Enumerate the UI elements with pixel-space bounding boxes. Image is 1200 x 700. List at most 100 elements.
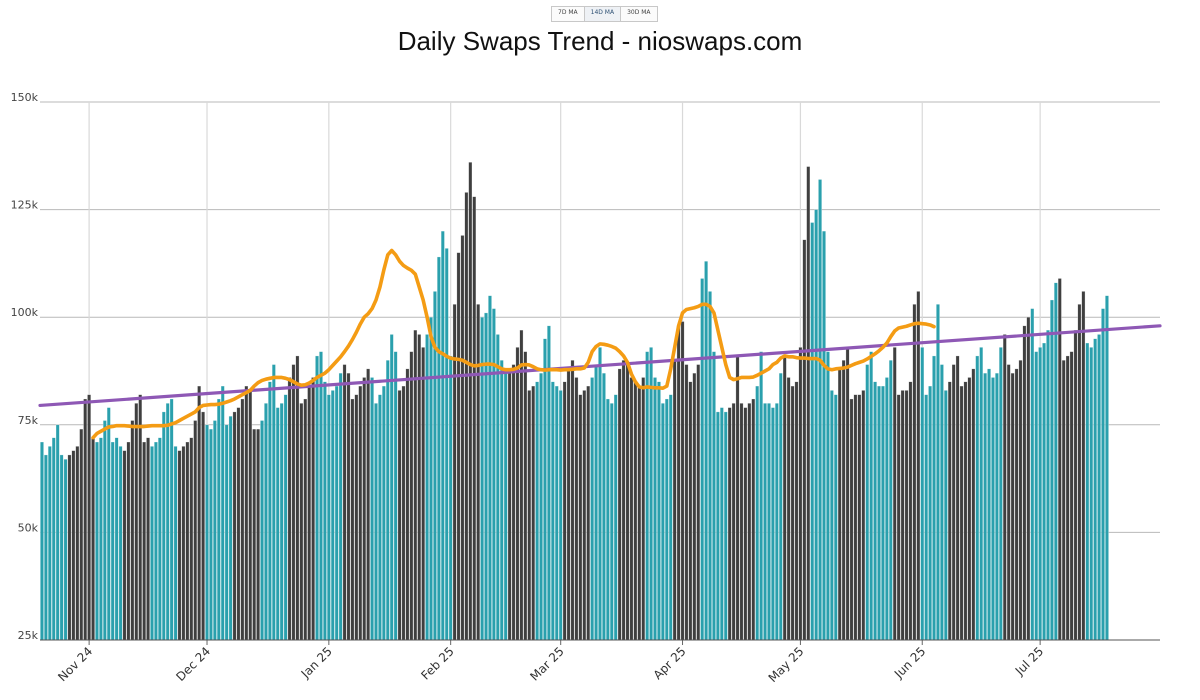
daily-swaps-bar bbox=[334, 385, 339, 641]
daily-swaps-bar bbox=[523, 351, 528, 641]
daily-swaps-bar bbox=[818, 179, 822, 641]
daily-swaps-bar bbox=[657, 381, 661, 641]
daily-swaps-bar bbox=[994, 372, 999, 641]
daily-swaps-bar bbox=[963, 381, 968, 641]
daily-swaps-bar bbox=[63, 458, 68, 641]
bar-series bbox=[40, 162, 1109, 641]
daily-swaps-bar bbox=[605, 398, 610, 641]
daily-swaps-bar bbox=[727, 407, 732, 641]
daily-swaps-bar bbox=[240, 398, 245, 641]
daily-swaps-bar bbox=[578, 394, 583, 641]
daily-swaps-bar bbox=[975, 355, 980, 641]
daily-swaps-bar bbox=[594, 364, 598, 641]
daily-swaps-bar bbox=[185, 441, 190, 641]
daily-swaps-bar bbox=[409, 351, 414, 641]
daily-swaps-bar bbox=[951, 364, 956, 641]
daily-swaps-bar bbox=[224, 424, 229, 641]
daily-swaps-bar bbox=[205, 424, 209, 641]
daily-swaps-bar bbox=[146, 437, 150, 641]
y-tick-label: 25k bbox=[18, 629, 39, 642]
daily-swaps-bar bbox=[774, 403, 779, 641]
daily-swaps-bar bbox=[98, 437, 103, 641]
daily-swaps-bar bbox=[798, 347, 803, 641]
daily-swaps-bar bbox=[1077, 304, 1082, 641]
daily-swaps-bar bbox=[515, 347, 520, 641]
daily-swaps-bar bbox=[503, 372, 508, 641]
daily-swaps-bar bbox=[598, 347, 602, 641]
daily-swaps-bar bbox=[613, 394, 618, 641]
daily-swaps-bar bbox=[1010, 372, 1015, 641]
daily-swaps-bar bbox=[110, 441, 115, 641]
daily-swaps-bar bbox=[43, 454, 48, 641]
daily-swaps-bar bbox=[967, 377, 972, 641]
daily-swaps-bar bbox=[468, 162, 473, 641]
daily-swaps-bar bbox=[378, 394, 382, 641]
daily-swaps-bar bbox=[87, 394, 92, 641]
daily-swaps-bar bbox=[822, 230, 826, 641]
daily-swaps-bar bbox=[460, 235, 465, 641]
x-tick-label: Apr 25 bbox=[651, 644, 689, 682]
daily-swaps-bar bbox=[267, 381, 272, 641]
daily-swaps-bar bbox=[491, 308, 496, 641]
daily-swaps-bar bbox=[531, 385, 536, 641]
daily-swaps-bar bbox=[362, 377, 367, 641]
daily-swaps-bar bbox=[71, 450, 76, 641]
daily-swaps-bar bbox=[920, 347, 925, 641]
ma-30d-button[interactable]: 30D MA bbox=[620, 6, 658, 22]
daily-swaps-bar bbox=[102, 420, 107, 641]
daily-swaps-bar bbox=[700, 278, 705, 641]
daily-swaps-bar bbox=[421, 347, 426, 641]
daily-swaps-bar bbox=[715, 411, 720, 641]
daily-swaps-bar bbox=[719, 407, 724, 641]
daily-swaps-bar bbox=[617, 368, 622, 641]
daily-swaps-bar bbox=[264, 403, 268, 641]
daily-swaps-bar bbox=[236, 407, 241, 641]
daily-swaps-bar bbox=[712, 351, 716, 641]
daily-swaps-bar bbox=[546, 325, 551, 641]
daily-swaps-bar bbox=[1014, 368, 1019, 641]
daily-swaps-bar bbox=[181, 446, 186, 641]
daily-swaps-bar bbox=[370, 377, 374, 641]
daily-swaps-bar bbox=[401, 385, 406, 641]
daily-swaps-bar bbox=[896, 394, 901, 641]
daily-swaps-bar bbox=[134, 403, 139, 641]
daily-swaps-bar bbox=[1022, 325, 1027, 641]
daily-swaps-bar bbox=[767, 403, 771, 641]
daily-swaps-bar bbox=[723, 411, 728, 641]
y-tick-label: 75k bbox=[18, 414, 39, 427]
daily-swaps-bar bbox=[315, 355, 319, 641]
daily-swaps-bar bbox=[201, 411, 206, 641]
y-tick-label: 100k bbox=[11, 306, 39, 319]
daily-swaps-bar bbox=[955, 355, 960, 641]
daily-swaps-bar bbox=[252, 428, 257, 641]
chart-title: Daily Swaps Trend - nioswaps.com bbox=[397, 26, 803, 56]
daily-swaps-bar bbox=[570, 359, 575, 641]
daily-swaps-bar bbox=[405, 368, 410, 641]
daily-swaps-bar bbox=[374, 403, 378, 641]
daily-swaps-bar bbox=[358, 385, 363, 641]
daily-swaps-bar bbox=[256, 428, 261, 641]
daily-swaps-bar bbox=[881, 385, 885, 641]
daily-swaps-bar bbox=[354, 394, 359, 641]
daily-swaps-bar bbox=[95, 441, 99, 641]
daily-swaps-bar bbox=[853, 394, 858, 641]
daily-swaps-bar bbox=[75, 446, 80, 641]
daily-swaps-bar bbox=[987, 368, 991, 641]
daily-swaps-bar bbox=[770, 407, 775, 641]
daily-swaps-bar bbox=[936, 304, 940, 641]
daily-swaps-bar bbox=[527, 390, 532, 641]
daily-swaps-bar bbox=[550, 381, 555, 641]
daily-swaps-bar bbox=[873, 381, 878, 641]
x-tick-label: Jan 25 bbox=[298, 644, 335, 681]
daily-swaps-bar bbox=[495, 334, 500, 641]
daily-swaps-bar bbox=[47, 446, 52, 641]
daily-swaps-bar bbox=[684, 364, 689, 641]
daily-swaps-bar bbox=[189, 437, 194, 641]
daily-swaps-bar bbox=[1030, 308, 1035, 641]
daily-swaps-bar bbox=[511, 364, 516, 641]
daily-swaps-bar bbox=[535, 381, 540, 641]
daily-swaps-bar bbox=[735, 355, 740, 641]
daily-swaps-bar bbox=[629, 377, 634, 641]
daily-swaps-bar bbox=[892, 347, 897, 641]
daily-swaps-bar bbox=[67, 454, 72, 641]
